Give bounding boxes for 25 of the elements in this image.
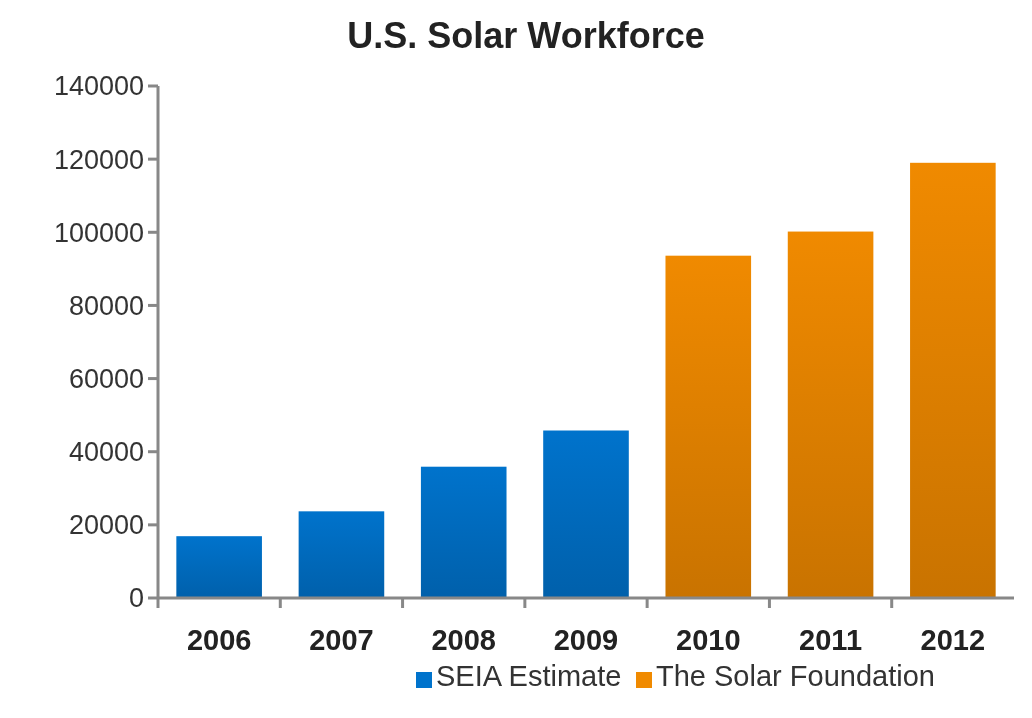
legend-label: The Solar Foundation bbox=[656, 660, 935, 692]
bar bbox=[543, 430, 629, 598]
chart-title: U.S. Solar Workforce bbox=[347, 15, 705, 56]
bar bbox=[787, 231, 874, 598]
y-tick-label: 120000 bbox=[53, 144, 144, 175]
x-tick-label: 2007 bbox=[309, 624, 374, 656]
y-tick-label: 60000 bbox=[68, 364, 144, 395]
bar bbox=[298, 511, 385, 598]
x-tick-label: 2010 bbox=[676, 624, 741, 656]
y-tick-label: 40000 bbox=[68, 437, 144, 468]
bar bbox=[176, 536, 262, 598]
x-tick-label: 2012 bbox=[920, 624, 986, 656]
bar bbox=[910, 162, 996, 598]
bar bbox=[420, 466, 507, 598]
x-tick-label: 2009 bbox=[553, 624, 619, 656]
y-tick-label: 80000 bbox=[68, 290, 144, 321]
y-tick-label: 0 bbox=[128, 583, 144, 614]
legend-label: SEIA Estimate bbox=[436, 660, 622, 692]
y-tick-label: 100000 bbox=[53, 217, 144, 248]
y-tick-label: 20000 bbox=[68, 510, 144, 541]
x-tick-label: 2006 bbox=[186, 624, 252, 656]
x-tick-label: 2008 bbox=[431, 624, 496, 656]
x-tick-label: 2011 bbox=[799, 624, 863, 656]
bar bbox=[665, 255, 752, 598]
y-tick-label: 140000 bbox=[53, 71, 144, 102]
